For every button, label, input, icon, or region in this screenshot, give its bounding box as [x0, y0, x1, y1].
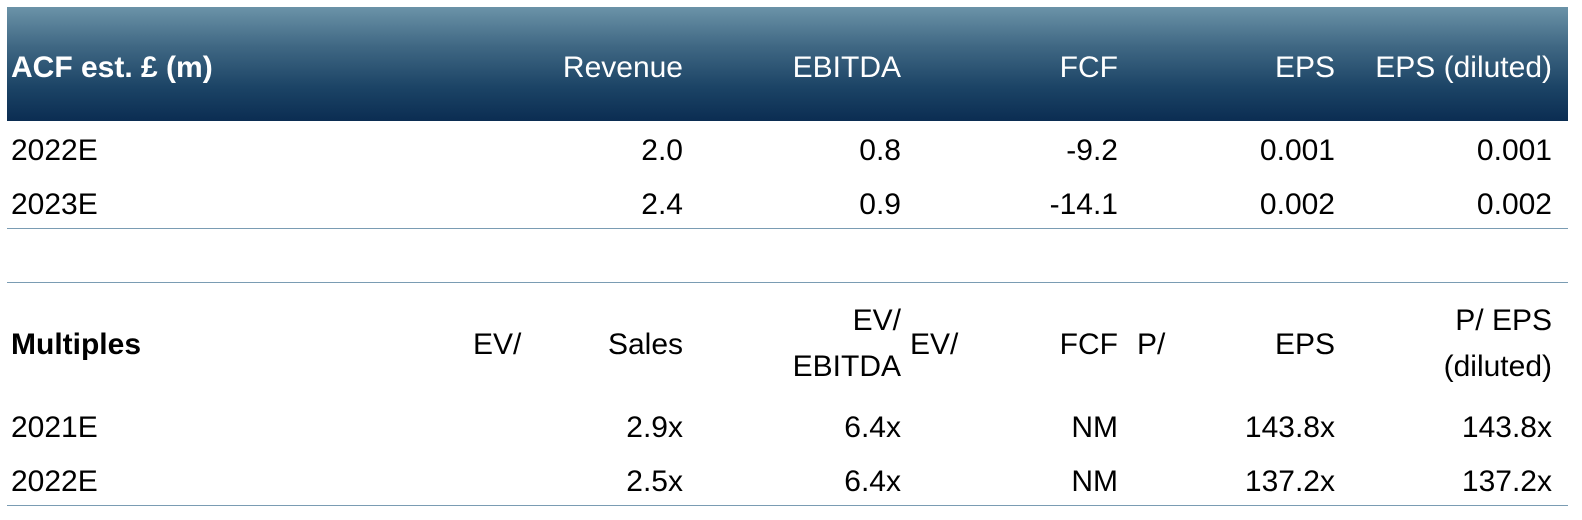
row-year: 2022E [11, 465, 98, 498]
eps-value: 0.001 [1259, 134, 1335, 167]
revenue-value: 2.0 [641, 134, 683, 167]
header-pe-prefix: P/ [1137, 328, 1166, 361]
header-ev-ebitda-line1: EV/ [852, 304, 901, 337]
header-ev-prefix: EV/ [473, 328, 522, 361]
pe-diluted-value: 143.8x [1461, 411, 1552, 444]
revenue-value: 2.4 [641, 188, 683, 221]
row-year: 2021E [11, 411, 98, 444]
pe-value: 137.2x [1244, 465, 1335, 498]
ev-sales-value: 2.5x [626, 465, 683, 498]
section-divider [7, 228, 1568, 229]
ev-fcf-value: NM [1071, 465, 1118, 498]
header-ebitda: EBITDA [792, 51, 901, 84]
pe-value: 143.8x [1244, 411, 1335, 444]
ev-ebitda-value: 6.4x [844, 465, 901, 498]
header-sales: Sales [607, 328, 683, 361]
pe-diluted-value: 137.2x [1461, 465, 1552, 498]
header-pe-diluted-line1: P/ EPS [1455, 304, 1552, 337]
eps-diluted-value: 0.002 [1476, 188, 1552, 221]
ebitda-value: 0.9 [859, 188, 901, 221]
header-revenue: Revenue [562, 51, 683, 84]
row-year: 2022E [11, 134, 98, 167]
eps-diluted-value: 0.001 [1476, 134, 1552, 167]
header-fcf: FCF [1059, 51, 1118, 84]
header-eps-diluted: EPS (diluted) [1375, 51, 1552, 84]
header-eps: EPS [1274, 328, 1335, 361]
fcf-value: -14.1 [1049, 188, 1118, 221]
header-ev-ebitda-line2: EBITDA [792, 350, 901, 383]
row-year: 2023E [11, 188, 98, 221]
estimates-title: ACF est. £ (m) [11, 51, 213, 84]
estimates-header-band [7, 7, 1568, 121]
header-fcf: FCF [1059, 328, 1118, 361]
eps-value: 0.002 [1259, 188, 1335, 221]
table-bottom-rule [7, 505, 1568, 506]
ev-fcf-value: NM [1071, 411, 1118, 444]
header-ev-fcf-prefix: EV/ [910, 328, 959, 361]
ev-ebitda-value: 6.4x [844, 411, 901, 444]
multiples-title: Multiples [11, 328, 142, 361]
ev-sales-value: 2.9x [626, 411, 683, 444]
fcf-value: -9.2 [1066, 134, 1118, 167]
header-eps: EPS [1274, 51, 1335, 84]
header-pe-diluted-line2: (diluted) [1443, 350, 1552, 383]
section-divider [7, 282, 1568, 283]
ebitda-value: 0.8 [859, 134, 901, 167]
